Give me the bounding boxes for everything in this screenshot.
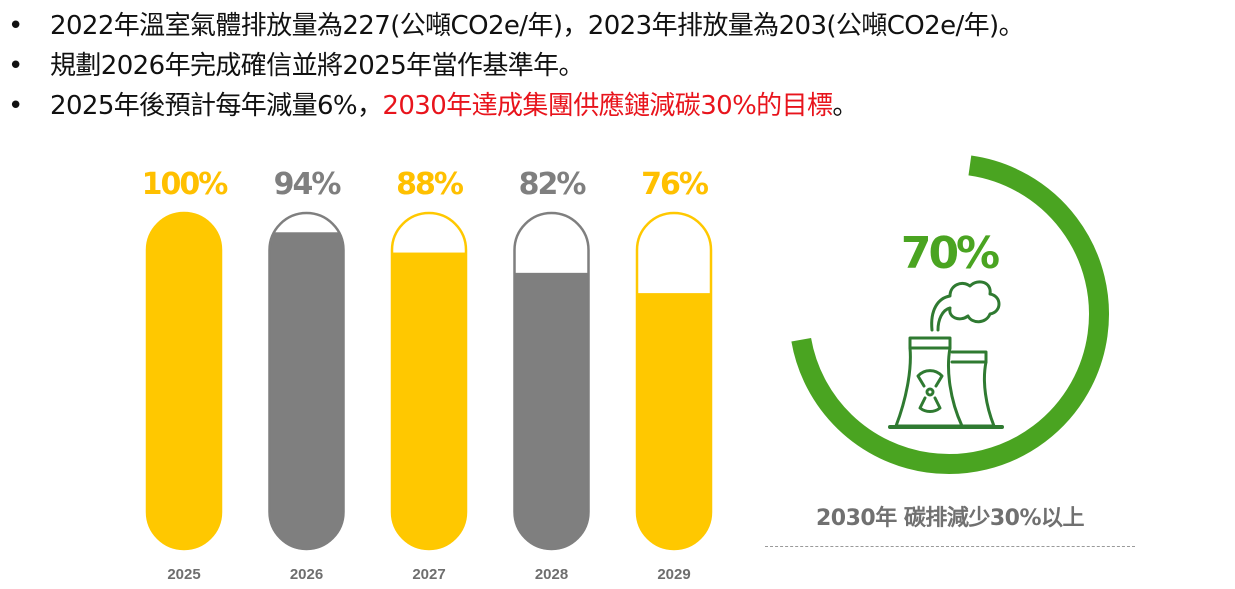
- bar-series: 100% 2025 94% 2026 88% 2027 82% 2028 76% 2029: [142, 167, 713, 583]
- bar-outline-2025: [145, 211, 223, 551]
- bar-value-label-2025: 100%: [142, 167, 229, 202]
- bar-2027: [391, 252, 467, 550]
- factory-emission-icon: [888, 280, 1004, 429]
- target-caption: 2030年 碳排減少30%以上: [815, 506, 1085, 531]
- caption-divider: [765, 546, 1135, 547]
- bar-outline-2028: [513, 211, 590, 551]
- bar-outline-2029: [635, 211, 713, 551]
- bar-2026: [268, 232, 345, 550]
- bar-value-label-2029: 76%: [641, 167, 709, 202]
- bar-year-label-2027: 2027: [412, 566, 445, 583]
- bar-year-label-2025: 2025: [167, 566, 200, 583]
- bar-value-label-2026: 94%: [274, 167, 342, 202]
- bullet-text-1: 2022年溫室氣體排放量為227(公噸CO2e/年)，2023年排放量為203(…: [50, 11, 1025, 41]
- bullet-text-2: 規劃2026年完成確信並將2025年當作基準年。: [50, 51, 585, 81]
- reduction-chart: 100% 2025 94% 2026 88% 2027 82% 2028 76% 2029 70%: [142, 154, 1109, 583]
- bar-2025: [146, 212, 222, 550]
- bar-outline-2027: [390, 211, 468, 551]
- bullet-item-1: • 2022年溫室氣體排放量為227(公噸CO2e/年)，2023年排放量為20…: [0, 6, 1235, 46]
- bar-year-label-2026: 2026: [290, 566, 323, 583]
- ring-progress-arc: [789, 154, 1109, 474]
- bar-2029: [636, 293, 712, 550]
- bar-outline-2026: [268, 211, 345, 551]
- bar-value-label-2028: 82%: [519, 167, 587, 202]
- bullet-text-3-suffix: 。: [832, 91, 858, 121]
- bullet-text-3-highlight: 2030年達成集團供應鏈減碳30%的目標: [382, 91, 833, 121]
- target-ring: 70%: [789, 154, 1109, 474]
- bullet-dot: •: [8, 51, 23, 81]
- bar-2028: [513, 272, 590, 550]
- bar-year-label-2029: 2029: [657, 566, 690, 583]
- bar-year-label-2028: 2028: [535, 566, 568, 583]
- bullet-dot: •: [8, 91, 23, 121]
- bullet-text-3: 2025年後預計每年減量6%，: [50, 91, 383, 121]
- bar-value-label-2027: 88%: [396, 167, 464, 202]
- bullet-dot: •: [8, 11, 23, 41]
- ring-value-label: 70%: [901, 228, 999, 279]
- bullet-item-2: • 規劃2026年完成確信並將2025年當作基準年。: [0, 46, 1235, 86]
- bullet-item-3: • 2025年後預計每年減量6%，2030年達成集團供應鏈減碳30%的目標。: [0, 86, 1235, 126]
- bullet-list: • 2022年溫室氣體排放量為227(公噸CO2e/年)，2023年排放量為20…: [0, 6, 1235, 126]
